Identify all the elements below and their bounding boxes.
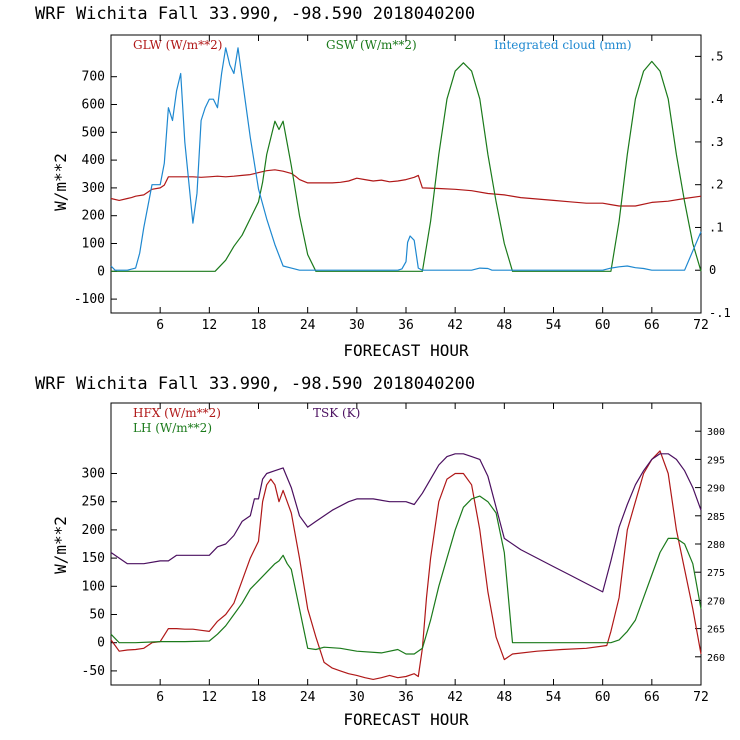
legend-lh: LH (W/m**2) [133, 421, 212, 435]
legend-gsw: GSW (W/m**2) [326, 38, 417, 52]
y2-tick-label: 280 [707, 540, 725, 551]
x-tick-label: 24 [300, 318, 316, 333]
y-tick-label: -50 [82, 664, 105, 679]
series-line-lh [110, 495, 702, 655]
x-tick-label: 48 [497, 690, 513, 705]
x-tick-label: 54 [546, 690, 562, 705]
top-y-axis-label: W/m**2 [51, 153, 70, 211]
y2-tick-label: 260 [707, 653, 725, 664]
x-tick-label: 42 [447, 690, 463, 705]
x-tick-label: 72 [693, 690, 709, 705]
top-panel-title: WRF Wichita Fall 33.990, -98.590 2018040… [35, 4, 475, 24]
top-x-axis-label: FORECAST HOUR [343, 341, 469, 360]
bottom-x-axis-label: FORECAST HOUR [343, 710, 469, 729]
bottom-series [110, 450, 702, 681]
y2-tick-label: 295 [707, 455, 725, 466]
y-tick-label: 700 [82, 70, 105, 85]
bottom-y-ticks: -50 0 50 100 150 200 250 300 [82, 467, 117, 679]
y-tick-label: 400 [82, 153, 105, 168]
bottom-y2-ticks: 260 265 270 275 280 285 290 295 300 [695, 427, 725, 664]
x-tick-label: 60 [595, 690, 611, 705]
top-x-ticks: 6 12 18 24 30 36 42 48 54 60 66 72 [156, 35, 709, 333]
x-tick-label: 6 [156, 318, 164, 333]
y-tick-label: 500 [82, 125, 105, 140]
bottom-panel-title: WRF Wichita Fall 33.990, -98.590 2018040… [35, 374, 475, 394]
y-tick-label: 200 [82, 209, 105, 224]
x-tick-label: 66 [644, 690, 660, 705]
x-tick-label: 36 [398, 690, 414, 705]
y-tick-label: 150 [82, 551, 105, 566]
legend-hfx: HFX (W/m**2) [133, 406, 221, 420]
y2-tick-label: 300 [707, 427, 725, 438]
y2-tick-label: 285 [707, 512, 725, 523]
y2-tick-label: 290 [707, 484, 725, 495]
x-tick-label: 18 [251, 690, 267, 705]
y2-tick-label: 0 [709, 263, 716, 277]
y2-tick-label: 275 [707, 568, 725, 579]
y2-tick-label: .4 [709, 92, 723, 106]
top-y-ticks: -100 0 100 200 300 400 500 600 700 [74, 70, 117, 307]
legend-integrated-cloud: Integrated cloud (mm) [494, 38, 632, 52]
y2-tick-label: .2 [709, 178, 723, 192]
y-tick-label: 50 [89, 608, 105, 623]
x-tick-label: 30 [349, 690, 365, 705]
y2-tick-label: .3 [709, 135, 723, 149]
x-tick-label: 6 [156, 690, 164, 705]
top-series [110, 47, 702, 272]
x-tick-label: 24 [300, 690, 316, 705]
top-panel: WRF Wichita Fall 33.990, -98.590 2018040… [35, 4, 731, 360]
x-tick-label: 60 [595, 318, 611, 333]
x-tick-label: 48 [497, 318, 513, 333]
y2-tick-label: .1 [709, 220, 723, 234]
series-line-gsw [111, 60, 702, 272]
y2-tick-label: 265 [707, 625, 725, 636]
x-tick-label: 72 [693, 318, 709, 333]
x-tick-label: 18 [251, 318, 267, 333]
top-y2-ticks: -.1 0 .1 .2 .3 .4 .5 [695, 49, 731, 320]
x-tick-label: 12 [202, 318, 218, 333]
series-line-integrated [110, 47, 702, 271]
y-tick-label: 250 [82, 495, 105, 510]
series-line-tsk [110, 453, 702, 593]
y-tick-label: 0 [97, 636, 105, 651]
legend-tsk: TSK (K) [313, 406, 360, 420]
y2-tick-label: 270 [707, 596, 725, 607]
series-line-hfx [110, 450, 702, 681]
x-tick-label: 42 [447, 318, 463, 333]
x-tick-label: 54 [546, 318, 562, 333]
y2-tick-label: .5 [709, 49, 723, 63]
bottom-y-axis-label: W/m**2 [51, 516, 70, 574]
y-tick-label: 200 [82, 523, 105, 538]
x-tick-label: 12 [202, 690, 218, 705]
y-tick-label: 100 [82, 579, 105, 594]
bottom-panel: WRF Wichita Fall 33.990, -98.590 2018040… [35, 374, 725, 729]
bottom-x-ticks: 6 12 18 24 30 36 42 48 54 60 66 72 [156, 403, 709, 705]
y-tick-label: 0 [97, 264, 105, 279]
x-tick-label: 30 [349, 318, 365, 333]
x-tick-label: 36 [398, 318, 414, 333]
y-tick-label: 300 [82, 467, 105, 482]
y2-tick-label: -.1 [709, 306, 731, 320]
legend-glw: GLW (W/m**2) [133, 38, 222, 52]
y-tick-label: -100 [74, 292, 105, 307]
series-line-glw [110, 169, 702, 207]
y-tick-label: 100 [82, 237, 105, 252]
x-tick-label: 66 [644, 318, 660, 333]
y-tick-label: 300 [82, 181, 105, 196]
y-tick-label: 600 [82, 98, 105, 113]
